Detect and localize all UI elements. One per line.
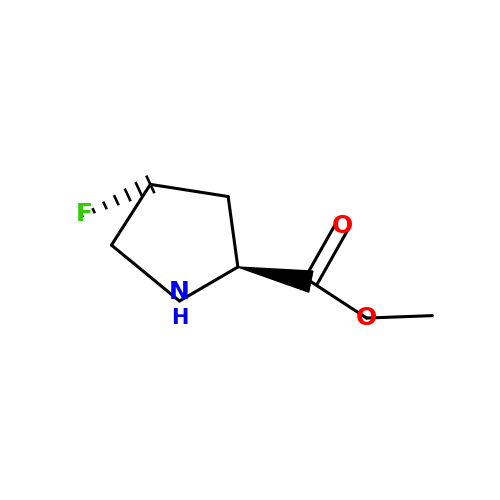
Text: O: O xyxy=(332,214,353,238)
Text: N: N xyxy=(169,280,190,304)
Text: O: O xyxy=(356,306,378,330)
Text: F: F xyxy=(76,202,93,226)
Polygon shape xyxy=(238,267,313,292)
Text: H: H xyxy=(171,308,188,328)
